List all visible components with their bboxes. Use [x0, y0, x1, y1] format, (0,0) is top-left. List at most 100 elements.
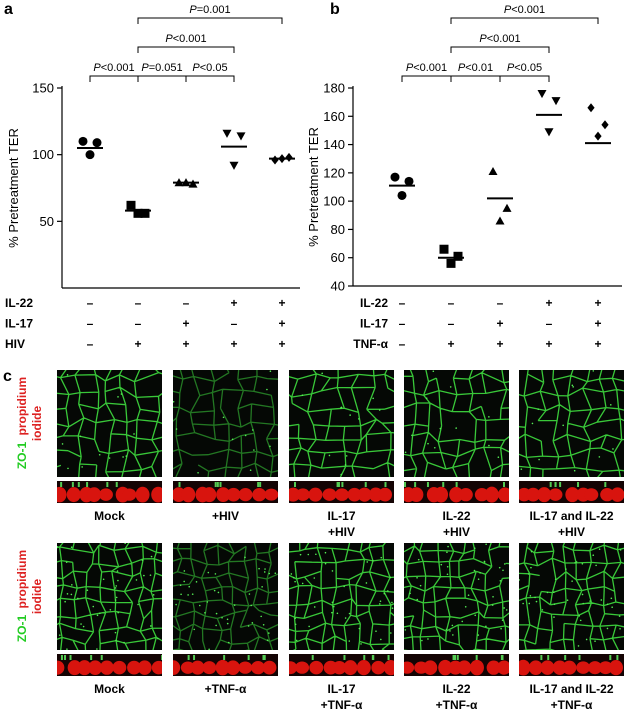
data-point: [271, 155, 279, 165]
speckle: [96, 648, 98, 650]
speckle: [538, 458, 540, 461]
speckle: [173, 400, 175, 403]
treatment-sign: –: [399, 337, 406, 351]
speckle: [447, 545, 449, 548]
speckle: [477, 634, 480, 636]
speckle: [294, 580, 296, 583]
treatment-sign: +: [182, 317, 189, 331]
speckle: [269, 370, 272, 373]
speckle: [336, 612, 339, 615]
speckle: [535, 600, 538, 603]
speckle: [446, 565, 449, 568]
speckle: [143, 574, 145, 577]
junction-signal: [247, 655, 250, 660]
speckle: [268, 572, 271, 575]
junction-signal: [404, 482, 407, 487]
nucleus: [135, 486, 150, 503]
nucleus: [87, 487, 102, 503]
speckle: [313, 577, 316, 579]
micrograph-background: [289, 370, 394, 477]
speckle: [595, 564, 597, 567]
nucleus: [497, 487, 509, 502]
speckle: [152, 594, 155, 596]
nucleus: [404, 661, 415, 674]
speckle: [483, 561, 486, 563]
speckle: [566, 599, 569, 602]
y-tick-label: 50: [40, 214, 54, 229]
cross-section: [404, 654, 509, 676]
micrograph: [173, 543, 278, 650]
cross-section: [173, 481, 278, 503]
nucleus: [289, 661, 298, 675]
nucleus: [112, 660, 127, 675]
treatment-sign: +: [182, 337, 189, 351]
nucleus: [67, 660, 82, 676]
data-point: [537, 90, 547, 99]
cell-junctions: [57, 370, 162, 477]
significance-label: P=0.001: [189, 4, 230, 16]
nucleus: [357, 487, 372, 502]
speckle: [391, 607, 394, 610]
speckle: [344, 464, 347, 466]
junction-signal: [100, 655, 103, 660]
stain-label: ZO-1 propidium iodide: [15, 550, 44, 642]
speckle: [324, 562, 327, 565]
speckle: [197, 471, 199, 474]
nucleus: [343, 660, 358, 676]
speckle: [612, 448, 614, 450]
speckle: [528, 573, 530, 575]
speckle: [175, 603, 177, 606]
speckle: [417, 558, 420, 561]
speckle: [380, 556, 383, 559]
junction-signal: [257, 482, 260, 487]
junction-signal: [69, 655, 72, 660]
data-point: [544, 128, 554, 137]
speckle: [157, 637, 159, 640]
condition-label: +HIV: [328, 525, 355, 539]
nucleus: [151, 486, 162, 503]
speckle: [263, 571, 266, 573]
micrograph-background: [519, 543, 624, 650]
cell-junctions: [404, 543, 509, 650]
junction-signal: [161, 655, 162, 660]
speckle: [348, 640, 351, 642]
nucleus: [98, 488, 113, 501]
speckle: [299, 553, 302, 556]
speckle: [375, 630, 377, 632]
condition-label: IL-17 and IL-22: [529, 509, 613, 523]
speckle: [449, 630, 451, 632]
speckle: [294, 623, 297, 626]
nucleus: [383, 659, 394, 676]
nucleus: [449, 486, 464, 503]
junction-signal: [452, 655, 455, 660]
speckle: [71, 584, 73, 586]
junction-signal: [259, 482, 262, 487]
speckle: [315, 553, 317, 556]
data-point: [404, 176, 414, 186]
speckle: [65, 561, 68, 564]
speckle: [349, 414, 351, 416]
speckle: [432, 370, 435, 373]
panel-letter: c: [3, 368, 12, 385]
stain-label: propidium: [15, 550, 29, 609]
significance-label: P<0.05: [192, 62, 227, 74]
speckle: [67, 467, 69, 470]
speckle: [541, 609, 544, 611]
nucleus: [127, 660, 142, 675]
speckle: [98, 612, 101, 615]
speckle: [183, 580, 185, 583]
nucleus: [588, 661, 603, 675]
speckle: [227, 641, 230, 644]
nucleus: [576, 661, 591, 674]
junction-signal: [214, 482, 217, 487]
treatment-sign: +: [278, 296, 285, 310]
treatment-sign: –: [87, 296, 94, 310]
nucleus: [295, 661, 310, 674]
condition-label: IL-17: [327, 682, 355, 696]
condition-label: +TNF-α: [321, 698, 363, 711]
speckle: [488, 444, 490, 447]
nucleus: [295, 488, 310, 501]
speckle: [582, 602, 585, 605]
micrograph: [519, 543, 624, 650]
nucleus: [565, 487, 580, 503]
